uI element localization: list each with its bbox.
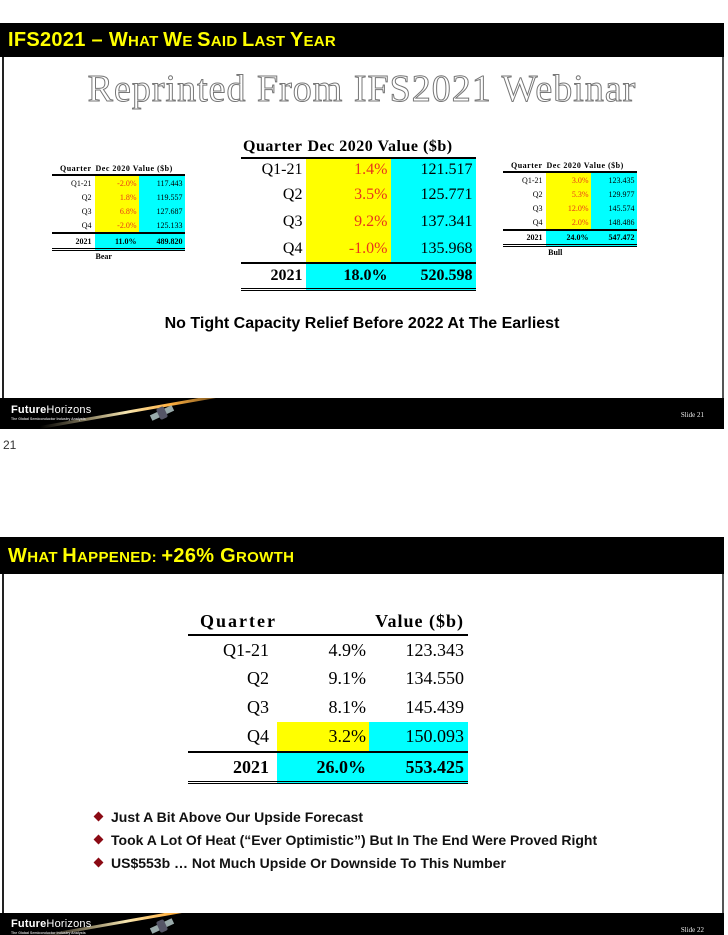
base-table: Quarter Dec 2020 Value ($b) Q1-21 1.4% 121… — [241, 137, 477, 291]
table-row: Q3 9.2% 137.341 — [241, 208, 477, 235]
list-item: Took A Lot Of Heat (“Ever Optimistic”) B… — [93, 828, 597, 851]
table-row: Q1-21 1.4% 121.517 — [241, 158, 477, 181]
bear-caption: Bear — [95, 252, 112, 261]
slide-footer: FutureHorizons The Global Semiconductor … — [0, 398, 724, 429]
table-row: Q4 3.2% 150.093 — [188, 722, 468, 752]
slide-title-bar: IFS2021 – WHAT WE SAID LAST YEAR — [0, 23, 724, 57]
table-row: Q2 5.3% 129.977 — [503, 187, 637, 201]
bull-table: Quarter Dec 2020 Value ($b) Q1-21 3.0% 123… — [503, 160, 637, 258]
satellite-icon — [149, 918, 175, 934]
slide-subtitle: No Tight Capacity Relief Before 2022 At … — [164, 315, 560, 332]
bull-caption: Bull — [548, 248, 563, 257]
col-value: Dec 2020 Value ($b) — [306, 137, 477, 159]
total-row: 2021 26.0% 553.425 — [188, 751, 468, 784]
slide-footer: FutureHorizons The Global Semiconductor … — [0, 913, 724, 935]
col-quarter: Quarter — [503, 160, 546, 173]
slide-frame — [2, 56, 724, 398]
table-row: Q4 -2.0% 125.133 — [52, 218, 185, 233]
col-value: Value ($b) — [276, 611, 468, 636]
slide-title: WHAT HAPPENED: +26% GROWTH — [8, 544, 295, 567]
table-row: Q3 12.0% 145.574 — [503, 201, 637, 215]
table-row: Q1-21 -2.0% 117.443 — [52, 175, 185, 190]
table-row: Q1-21 4.9% 123.343 — [222, 639, 464, 660]
diamond-bullet-icon — [93, 834, 104, 845]
slide-21: IFS2021 – WHAT WE SAID LAST YEAR Reprint… — [0, 23, 724, 429]
col-quarter: Quarter — [52, 163, 95, 176]
diamond-bullet-icon — [93, 811, 104, 822]
slide-number: Slide 21 — [680, 411, 704, 419]
diamond-bullet-icon — [93, 857, 104, 868]
table-row: Q3 8.1% 145.439 — [246, 697, 464, 717]
slide-title-bar: WHAT HAPPENED: +26% GROWTH — [0, 537, 724, 574]
watermark-title: Reprinted From IFS2021 Webinar — [87, 68, 637, 111]
total-row: 2021 24.0% 547.472 — [503, 229, 637, 247]
table-row: Q4 2.0% 148.486 — [503, 215, 637, 230]
table-row: Q1-21 3.0% 123.435 — [503, 172, 637, 187]
col-quarter: Quarter — [241, 137, 307, 159]
table-row: Q4 -1.0% 135.968 — [241, 235, 477, 263]
bear-table: Quarter Dec 2020 Value ($b) Q1-21 -2.0% 11… — [52, 163, 185, 262]
page-number: 21 — [3, 438, 17, 452]
list-item: US$553b … Not Much Upside Or Downside To… — [93, 851, 597, 874]
bullet-list: Just A Bit Above Our Upside Forecast Too… — [93, 805, 597, 874]
slide-22: WHAT HAPPENED: +26% GROWTH Quarter Value… — [0, 537, 724, 935]
list-item: Just A Bit Above Our Upside Forecast — [93, 805, 597, 828]
futurehorizons-logo: FutureHorizons The Global Semiconductor … — [11, 918, 92, 935]
total-row: 2021 18.0% 520.598 — [241, 262, 477, 291]
slide-frame — [2, 573, 724, 913]
slide-number: Slide 22 — [680, 926, 704, 934]
actual-table: Quarter Value ($b) Q1-21 4.9% 123.343 Q2 9.… — [188, 611, 468, 784]
futurehorizons-logo: FutureHorizons The Global Semiconductor … — [11, 404, 92, 421]
table-row: Q2 9.1% 134.550 — [246, 668, 464, 688]
slide-title: IFS2021 – WHAT WE SAID LAST YEAR — [8, 29, 337, 51]
table-row: Q2 3.5% 125.771 — [241, 181, 477, 208]
table-row: Q2 1.8% 119.557 — [52, 190, 185, 204]
col-value: Dec 2020 Value ($b) — [94, 163, 185, 176]
total-row: 2021 11.0% 489.820 — [52, 232, 185, 251]
col-quarter: Quarter — [188, 611, 277, 636]
table-row: Q3 6.8% 127.687 — [52, 204, 185, 218]
col-value: Dec 2020 Value ($b) — [545, 160, 637, 173]
